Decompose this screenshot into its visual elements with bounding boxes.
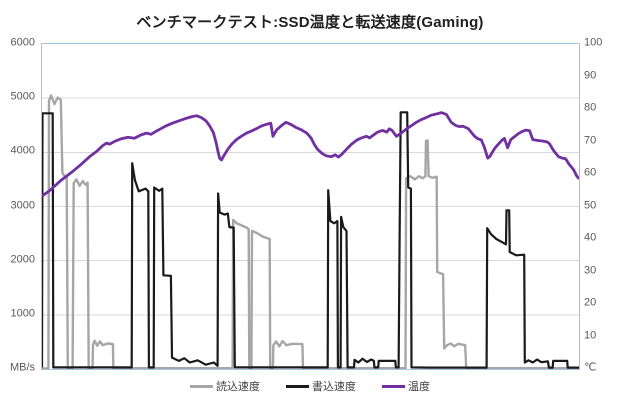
chart-title: ベンチマークテスト:SSD温度と転送速度(Gaming): [136, 14, 484, 31]
y-left-tick-label: 3000: [10, 199, 35, 211]
y-right-tick-label: ℃: [584, 361, 597, 374]
y-right-tick-label: 80: [584, 101, 597, 114]
y-right-tick-label: 90: [584, 69, 597, 81]
temperature-line: [42, 111, 579, 198]
y-left-tick-label: 2000: [10, 253, 35, 266]
y-left-tick-label: 5000: [10, 90, 35, 103]
y-right-tick-label: 100: [584, 36, 603, 49]
legend-item-write-speed-line: 書込速度: [286, 378, 356, 394]
y-right-tick-label: 10: [584, 329, 597, 341]
y-right-tick-label: 30: [584, 264, 597, 276]
legend-swatch: [382, 384, 405, 388]
y-right-tick-label: 70: [584, 134, 597, 146]
legend-item-temperature-line: 温度: [382, 378, 430, 394]
y-axis-right: 100 90 80 70 60 50 40 30 20 10 ℃: [584, 37, 620, 373]
legend-item-read-speed-line: 読込速度: [190, 378, 260, 394]
y-right-tick-label: 50: [584, 199, 597, 211]
y-left-tick-label: MB/s: [9, 361, 35, 374]
y-left-tick-label: 1000: [10, 307, 35, 320]
y-right-tick-label: 20: [584, 296, 597, 309]
y-right-tick-label: 60: [584, 166, 597, 179]
legend-swatch: [190, 384, 213, 388]
read-speed-line: [42, 94, 579, 369]
y-right-tick-label: 40: [584, 231, 597, 244]
legend-label: 読込速度: [216, 381, 260, 393]
legend-label: 温度: [408, 381, 430, 393]
series-plot-svg: [42, 94, 579, 369]
write-speed-line: [42, 111, 579, 369]
legend: 読込速度 書込速度 温度: [0, 378, 620, 394]
y-left-tick-label: 6000: [10, 36, 35, 49]
y-left-tick-label: 4000: [10, 144, 35, 157]
legend-label: 書込速度: [312, 381, 356, 393]
y-axis-left: 6000 5000 4000 3000 2000 1000 MB/s: [0, 37, 37, 373]
plot-area: [41, 43, 580, 370]
legend-swatch: [286, 384, 309, 388]
